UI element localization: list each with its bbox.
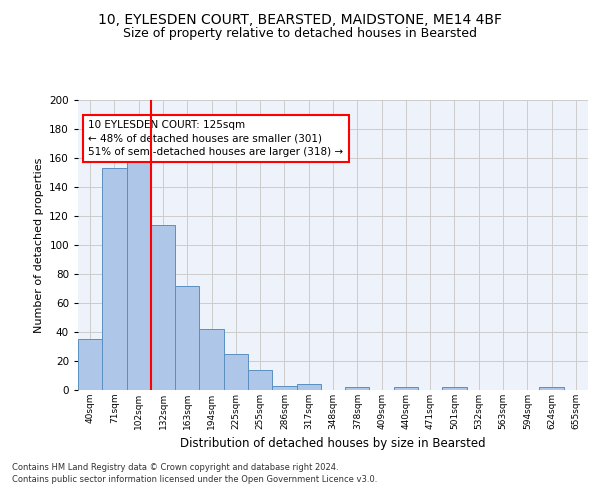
- Bar: [175, 286, 199, 390]
- Bar: [151, 224, 175, 390]
- Bar: [199, 329, 224, 390]
- Y-axis label: Number of detached properties: Number of detached properties: [34, 158, 44, 332]
- Bar: [224, 354, 248, 390]
- Text: 10, EYLESDEN COURT, BEARSTED, MAIDSTONE, ME14 4BF: 10, EYLESDEN COURT, BEARSTED, MAIDSTONE,…: [98, 12, 502, 26]
- Text: Contains public sector information licensed under the Open Government Licence v3: Contains public sector information licen…: [12, 475, 377, 484]
- Bar: [442, 387, 467, 390]
- Bar: [102, 168, 127, 390]
- Bar: [394, 387, 418, 390]
- Text: Contains HM Land Registry data © Crown copyright and database right 2024.: Contains HM Land Registry data © Crown c…: [12, 464, 338, 472]
- X-axis label: Distribution of detached houses by size in Bearsted: Distribution of detached houses by size …: [180, 438, 486, 450]
- Bar: [248, 370, 272, 390]
- Text: Size of property relative to detached houses in Bearsted: Size of property relative to detached ho…: [123, 28, 477, 40]
- Bar: [345, 387, 370, 390]
- Bar: [78, 339, 102, 390]
- Bar: [539, 387, 564, 390]
- Text: 10 EYLESDEN COURT: 125sqm
← 48% of detached houses are smaller (301)
51% of semi: 10 EYLESDEN COURT: 125sqm ← 48% of detac…: [88, 120, 343, 156]
- Bar: [296, 384, 321, 390]
- Bar: [272, 386, 296, 390]
- Bar: [127, 154, 151, 390]
